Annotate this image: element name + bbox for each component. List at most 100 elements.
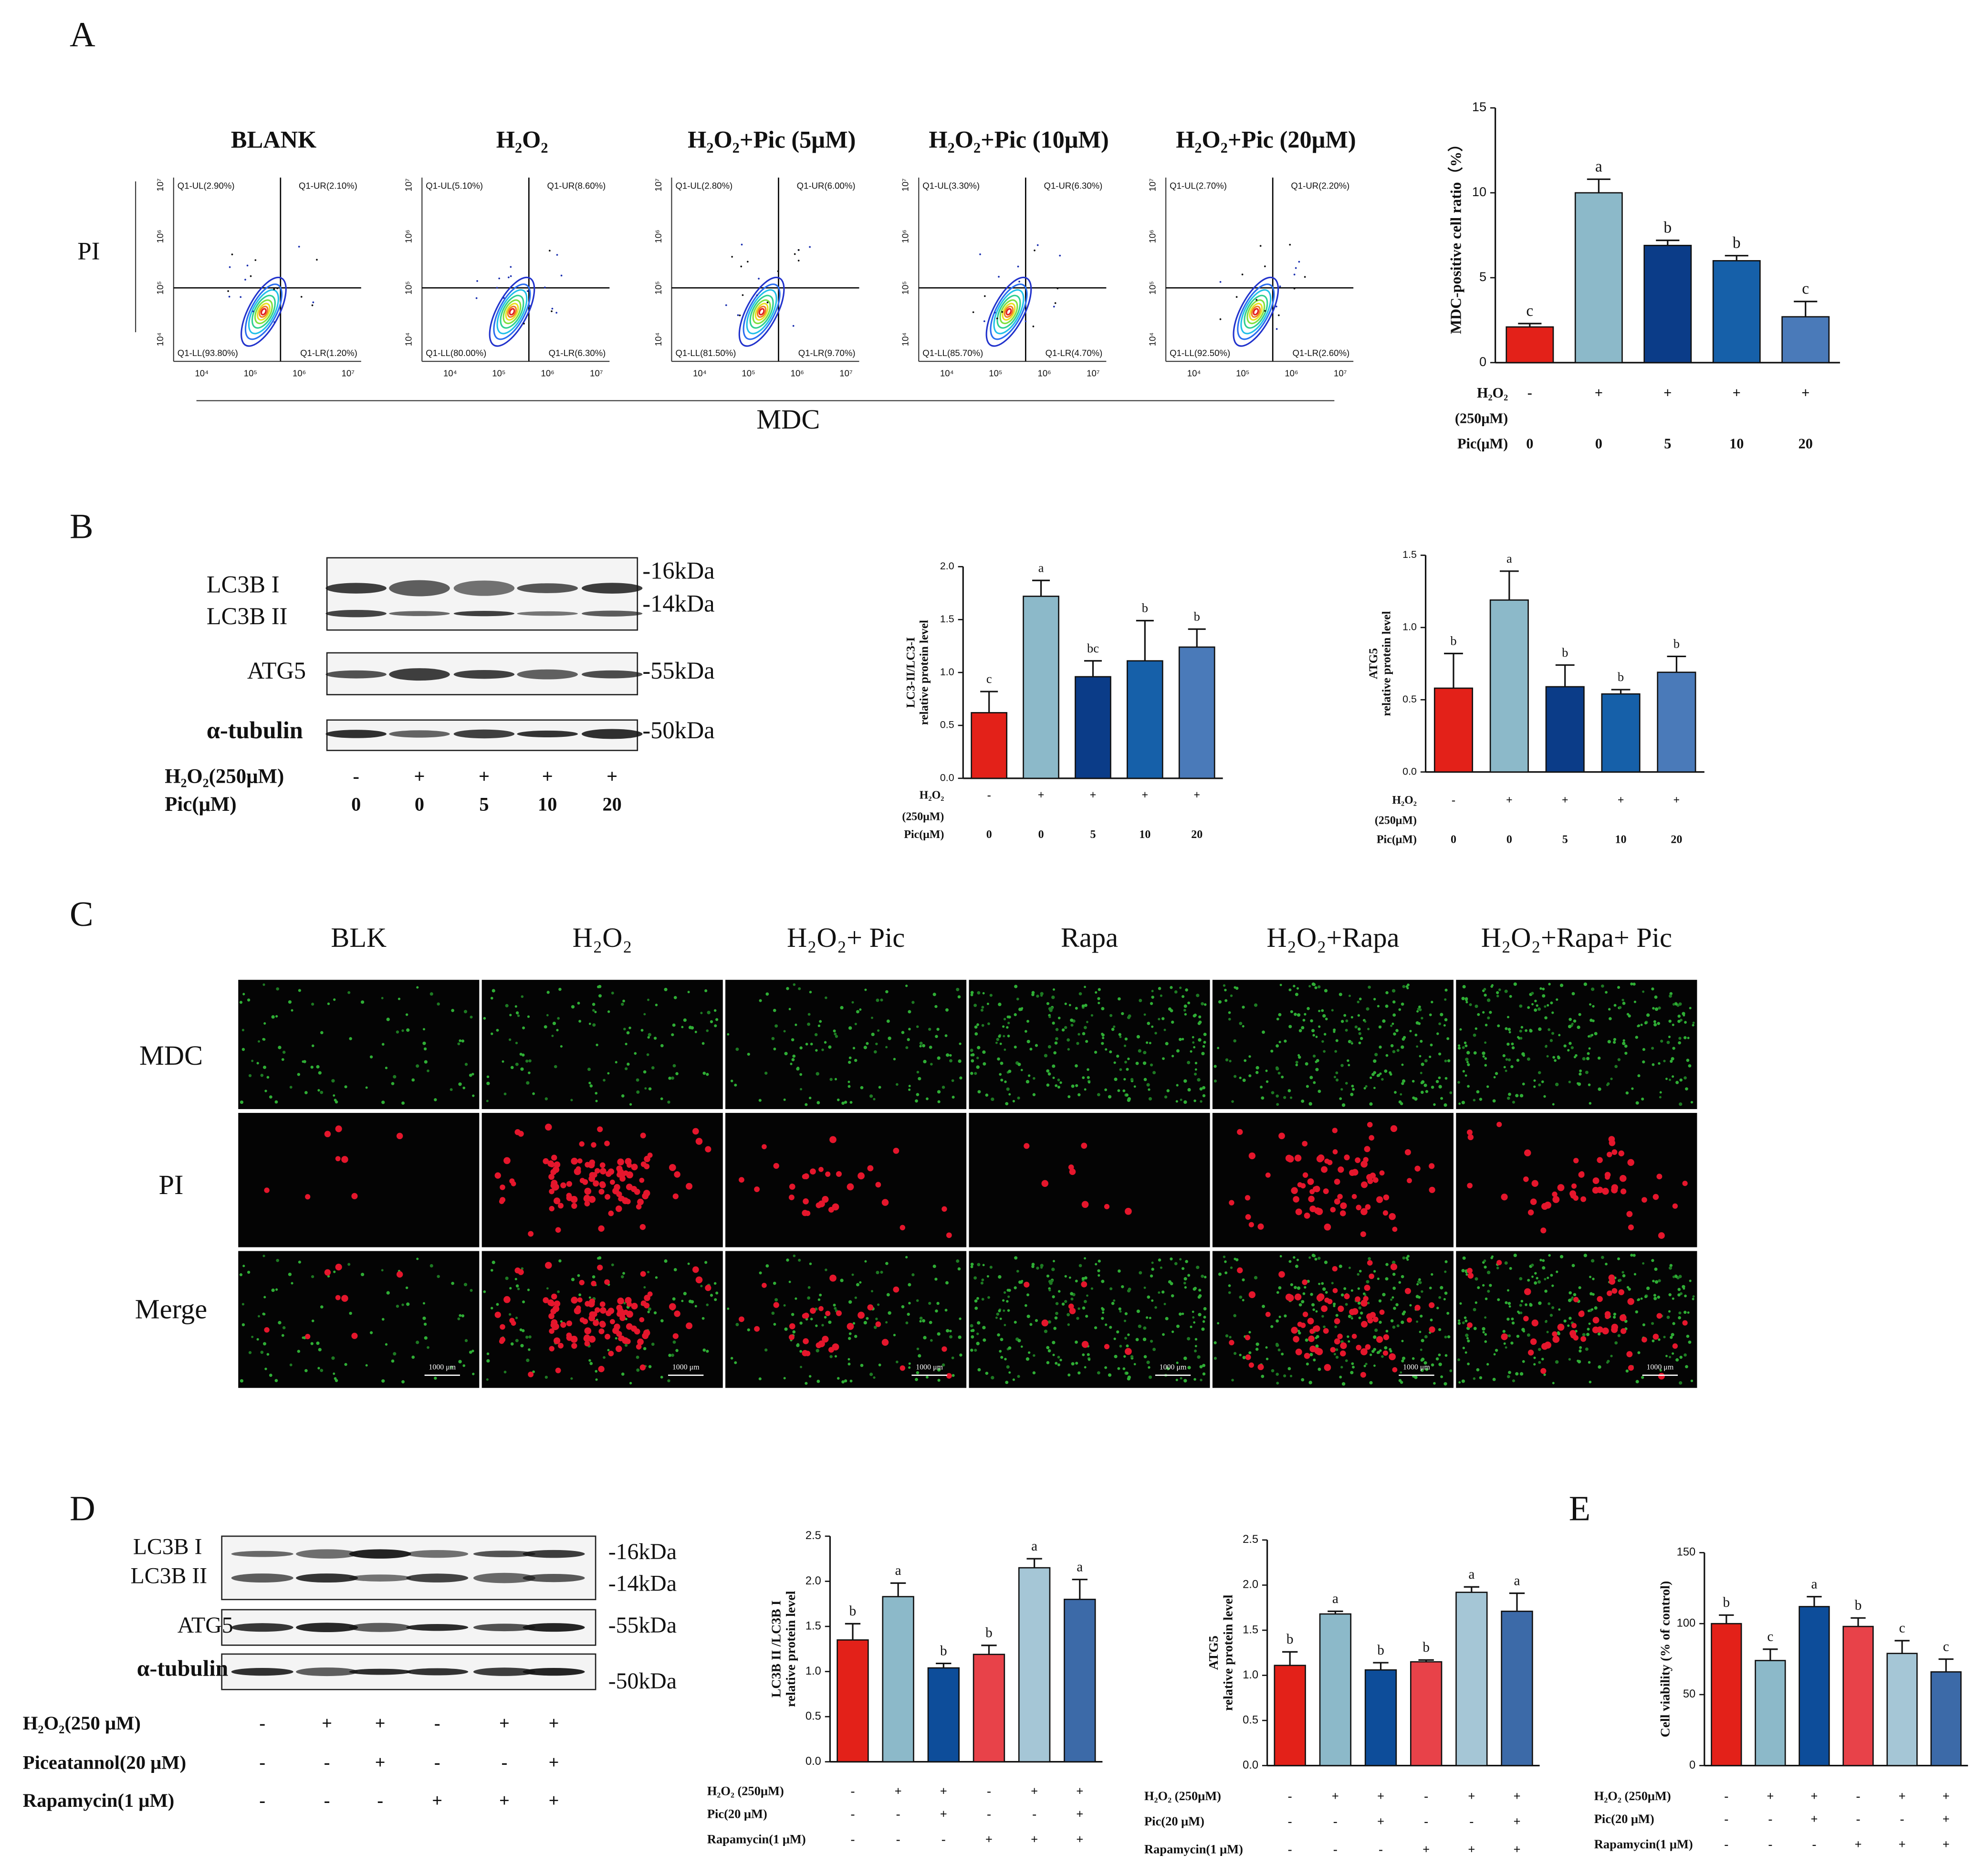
cell-dot bbox=[934, 1005, 938, 1008]
cell-dot bbox=[1057, 1017, 1061, 1019]
cell-dot bbox=[1007, 1309, 1010, 1312]
x-tick-label: 10⁴ bbox=[940, 368, 954, 378]
cell-dot bbox=[1255, 1347, 1259, 1351]
cell-dot bbox=[1351, 1194, 1357, 1199]
cell-dot bbox=[1118, 1269, 1121, 1273]
cell-dot bbox=[271, 1015, 275, 1019]
y-axis-title: relative protein level bbox=[1380, 611, 1393, 716]
treatment-value: - bbox=[1856, 1789, 1861, 1803]
cell-dot bbox=[1383, 1334, 1390, 1341]
blot-band bbox=[473, 1551, 535, 1557]
cell-dot bbox=[1124, 1060, 1127, 1064]
cell-dot bbox=[1147, 1295, 1150, 1299]
bar bbox=[1064, 1598, 1096, 1762]
cell-dot bbox=[1105, 1048, 1108, 1051]
cell-dot bbox=[674, 1310, 680, 1317]
cell-dot bbox=[1382, 1019, 1386, 1023]
cell-dot bbox=[1318, 1367, 1321, 1371]
cell-dot bbox=[1525, 1303, 1527, 1306]
cell-dot bbox=[916, 1347, 920, 1351]
cell-dot bbox=[1587, 1328, 1590, 1331]
cell-dot bbox=[791, 1058, 795, 1061]
cell-dot bbox=[1094, 1050, 1098, 1054]
cell-dot bbox=[1078, 1264, 1082, 1268]
bar bbox=[1501, 1610, 1533, 1766]
cell-dot bbox=[1677, 1019, 1681, 1023]
cell-dot bbox=[1570, 1193, 1577, 1199]
cell-dot bbox=[1540, 1368, 1547, 1374]
cell-dot bbox=[991, 1097, 994, 1101]
cell-dot bbox=[1358, 1041, 1361, 1045]
treatment-value: - bbox=[1724, 1812, 1728, 1826]
flow-title: BLANK bbox=[231, 126, 316, 153]
cell-dot bbox=[907, 1312, 910, 1316]
y-tick-label: 10⁴ bbox=[900, 333, 910, 346]
cell-dot bbox=[1462, 1321, 1465, 1324]
treatment-value: + bbox=[1618, 794, 1624, 807]
cell-dot bbox=[944, 1309, 948, 1312]
y-tick-label: 10⁶ bbox=[404, 230, 414, 243]
cell-dot bbox=[1379, 1170, 1385, 1176]
cell-dot bbox=[595, 1378, 598, 1381]
cell-dot bbox=[644, 1087, 647, 1090]
cell-dot bbox=[1477, 1013, 1480, 1016]
cell-dot bbox=[1309, 1205, 1317, 1213]
cell-dot bbox=[1394, 1091, 1397, 1094]
event-dot bbox=[994, 312, 996, 314]
cell-dot bbox=[1573, 1019, 1577, 1023]
treatment-value: 20 bbox=[602, 794, 621, 815]
cell-dot bbox=[945, 1008, 949, 1012]
cell-dot bbox=[1503, 1066, 1506, 1069]
cell-dot bbox=[604, 1141, 610, 1146]
cell-dot bbox=[1090, 1287, 1094, 1290]
cell-dot bbox=[1482, 1011, 1485, 1014]
column-header: Rapa bbox=[1061, 922, 1118, 953]
treatment-value: - bbox=[1032, 1806, 1036, 1821]
cell-dot bbox=[1692, 1298, 1694, 1300]
cell-dot bbox=[492, 989, 495, 993]
cell-dot bbox=[1146, 1316, 1149, 1319]
cell-dot bbox=[1626, 1286, 1630, 1289]
cell-dot bbox=[1113, 1299, 1116, 1302]
treatment-value: + bbox=[1193, 789, 1200, 802]
treatment-value: 20 bbox=[1191, 828, 1203, 841]
cell-dot bbox=[834, 1078, 837, 1080]
cell-dot bbox=[647, 1310, 650, 1313]
cell-dot bbox=[893, 1148, 899, 1154]
cell-dot bbox=[1138, 1324, 1142, 1328]
cell-dot bbox=[1505, 1027, 1508, 1030]
contour-ring bbox=[756, 305, 767, 318]
cell-dot bbox=[1669, 1264, 1673, 1267]
cell-dot bbox=[792, 1054, 796, 1058]
cell-dot bbox=[1276, 1319, 1279, 1323]
cell-dot bbox=[1389, 1353, 1396, 1361]
cell-dot bbox=[1573, 1158, 1579, 1163]
cell-dot bbox=[458, 1360, 462, 1363]
cell-dot bbox=[828, 1206, 835, 1213]
cell-dot bbox=[1231, 1379, 1234, 1382]
cell-dot bbox=[640, 1161, 647, 1167]
treatment-value: + bbox=[1673, 794, 1680, 807]
treatment-value: + bbox=[1595, 385, 1603, 401]
cell-dot bbox=[1007, 1035, 1010, 1038]
cell-dot bbox=[976, 1023, 979, 1026]
cell-dot bbox=[937, 1100, 941, 1103]
cell-dot bbox=[692, 1266, 699, 1273]
treatment-value: - bbox=[1424, 1814, 1428, 1828]
cell-dot bbox=[549, 1188, 554, 1195]
cell-dot bbox=[1635, 1310, 1638, 1314]
cell-dot bbox=[1531, 1263, 1534, 1267]
cell-dot bbox=[1524, 1288, 1531, 1295]
cell-dot bbox=[1323, 1188, 1329, 1195]
cell-dot bbox=[1081, 1341, 1089, 1348]
cell-dot bbox=[1077, 1371, 1081, 1375]
cell-dot bbox=[1487, 1289, 1490, 1293]
cell-dot bbox=[1201, 1274, 1204, 1278]
cell-dot bbox=[1398, 1379, 1402, 1383]
cell-dot bbox=[324, 1269, 331, 1276]
cell-dot bbox=[1340, 1366, 1343, 1369]
cell-dot bbox=[1101, 1308, 1105, 1311]
treatment-value: + bbox=[895, 1783, 902, 1798]
cell-dot bbox=[908, 1010, 911, 1014]
cell-dot bbox=[1203, 1041, 1206, 1044]
